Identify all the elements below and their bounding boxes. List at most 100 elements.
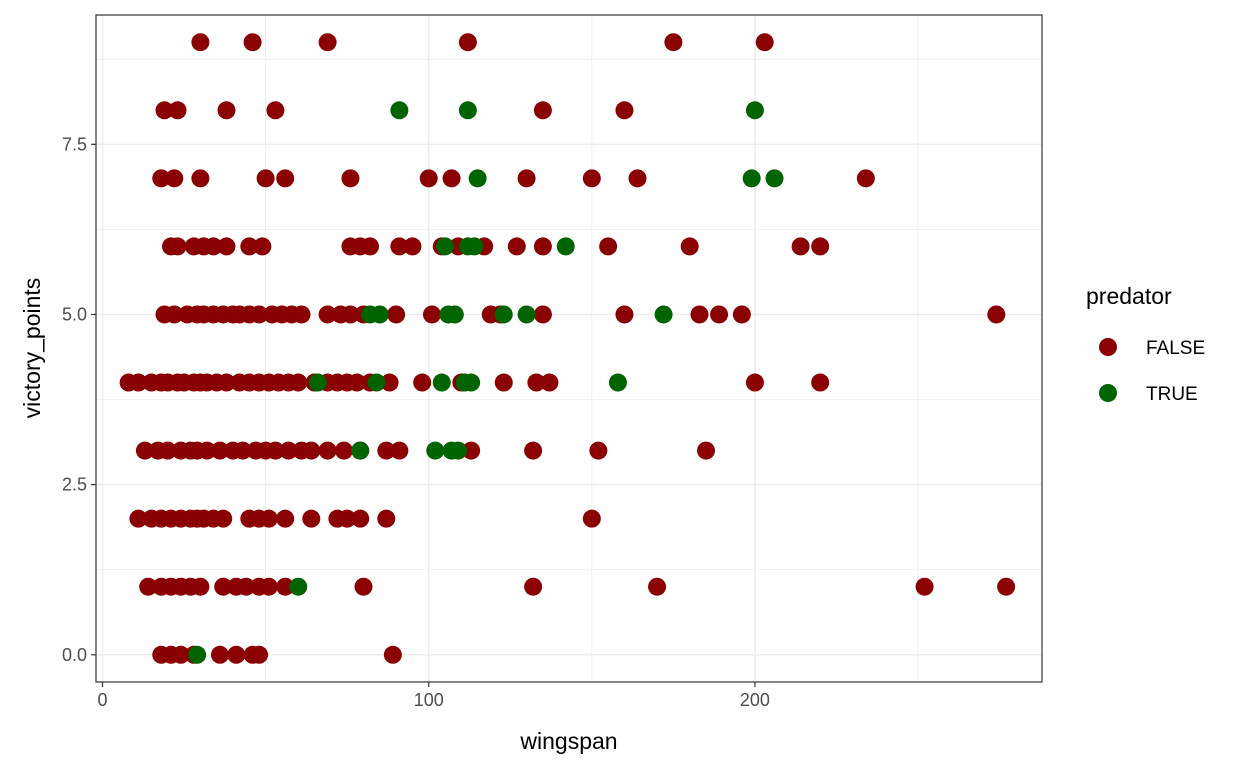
y-tick-label: 7.5 <box>62 134 87 154</box>
data-point <box>654 305 673 324</box>
data-point <box>507 237 526 256</box>
data-point <box>533 305 552 324</box>
data-point <box>442 169 461 188</box>
data-point <box>152 169 171 188</box>
data-point <box>419 169 438 188</box>
data-point <box>168 237 187 256</box>
data-point <box>259 577 278 596</box>
data-point <box>680 237 699 256</box>
data-point <box>240 237 259 256</box>
data-point <box>608 373 627 392</box>
legend: predator FALSE TRUE <box>1086 283 1205 405</box>
data-point <box>517 305 536 324</box>
data-point <box>318 33 337 52</box>
data-point <box>599 237 618 256</box>
data-point <box>253 237 272 256</box>
data-point <box>243 33 262 52</box>
data-point <box>227 645 246 664</box>
data-point <box>139 577 158 596</box>
y-tick-label: 2.5 <box>62 475 87 495</box>
data-point <box>129 509 148 528</box>
data-point <box>351 441 370 460</box>
data-point <box>458 33 477 52</box>
data-point <box>233 441 252 460</box>
data-point <box>266 101 285 120</box>
legend-label: TRUE <box>1146 384 1198 405</box>
data-point <box>318 441 337 460</box>
data-point <box>165 305 184 324</box>
data-point <box>517 169 536 188</box>
data-point <box>997 577 1016 596</box>
data-point <box>237 577 256 596</box>
data-point <box>341 169 360 188</box>
data-point <box>289 577 308 596</box>
data-point <box>383 645 402 664</box>
data-point <box>589 441 608 460</box>
data-point <box>697 441 716 460</box>
data-point <box>171 645 190 664</box>
data-point <box>351 509 370 528</box>
legend-key <box>1099 384 1117 402</box>
data-point <box>540 373 559 392</box>
series-true <box>188 101 784 664</box>
data-point <box>276 577 295 596</box>
data-point <box>710 305 729 324</box>
data-point <box>165 169 184 188</box>
data-point <box>129 373 148 392</box>
data-point <box>533 237 552 256</box>
data-point <box>856 169 875 188</box>
data-point <box>449 441 468 460</box>
data-point <box>191 169 210 188</box>
data-point <box>210 645 229 664</box>
x-tick-label: 100 <box>414 690 444 710</box>
data-point <box>915 577 934 596</box>
data-point <box>318 305 337 324</box>
data-point <box>390 441 409 460</box>
data-point <box>987 305 1006 324</box>
data-point <box>214 577 233 596</box>
x-axis-tick-labels: 0 100 200 <box>98 690 770 710</box>
data-point <box>217 373 236 392</box>
x-tick-label: 0 <box>98 690 108 710</box>
data-point <box>276 509 295 528</box>
data-point <box>191 33 210 52</box>
data-point <box>468 169 487 188</box>
data-point <box>214 509 233 528</box>
data-point <box>354 577 373 596</box>
data-point <box>377 441 396 460</box>
data-point <box>390 101 409 120</box>
data-point <box>250 305 269 324</box>
data-point <box>390 237 409 256</box>
data-point <box>367 373 386 392</box>
data-point <box>527 373 546 392</box>
data-point <box>256 169 275 188</box>
data-point <box>628 169 647 188</box>
data-point <box>413 373 432 392</box>
data-point <box>279 441 298 460</box>
legend-title: predator <box>1086 283 1172 309</box>
legend-items: FALSE TRUE <box>1099 338 1205 405</box>
data-point <box>742 169 761 188</box>
data-point <box>524 441 543 460</box>
data-point <box>432 373 451 392</box>
data-point <box>155 101 174 120</box>
x-tick-label: 200 <box>740 690 770 710</box>
data-point <box>745 101 764 120</box>
data-point <box>292 305 311 324</box>
plot-panel-background <box>96 15 1042 682</box>
data-point <box>811 237 830 256</box>
data-point <box>380 373 399 392</box>
data-point <box>648 577 667 596</box>
data-point <box>259 509 278 528</box>
data-point <box>765 169 784 188</box>
data-point <box>204 237 223 256</box>
x-axis-title: wingspan <box>519 728 617 754</box>
data-point <box>387 305 406 324</box>
series-false <box>119 33 1016 664</box>
data-point <box>191 577 210 596</box>
data-point <box>276 169 295 188</box>
data-point <box>664 33 683 52</box>
data-point <box>210 441 229 460</box>
data-point <box>217 237 236 256</box>
